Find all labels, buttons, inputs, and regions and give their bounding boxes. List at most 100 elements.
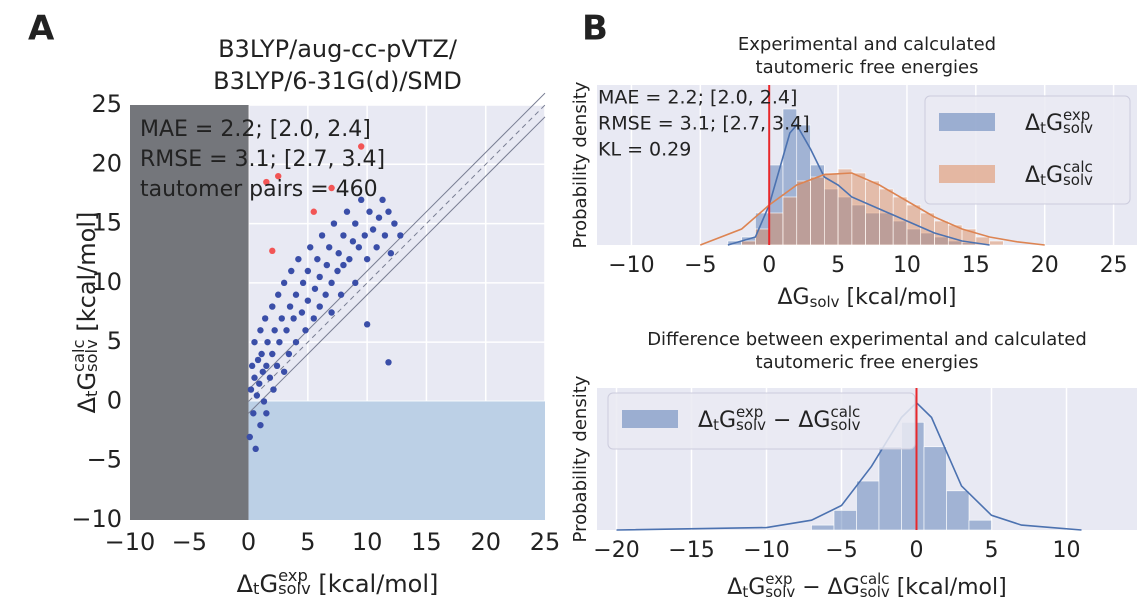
- scatter-point: [253, 392, 261, 399]
- x-tick-label: 5: [985, 538, 999, 563]
- chart-title: Difference between experimental and calc…: [647, 329, 1087, 350]
- label-part: − ΔG: [795, 575, 860, 600]
- scatter-point: [263, 178, 270, 186]
- scatter-point: [322, 291, 329, 298]
- scatter-point: [310, 208, 317, 215]
- scatter-point: [314, 255, 321, 263]
- scatter-point: [304, 297, 312, 304]
- label-part: solv: [765, 583, 795, 601]
- panel-label: A: [28, 9, 55, 49]
- label-part: G: [73, 372, 101, 391]
- scatter-point: [337, 291, 345, 298]
- kde-line: [616, 401, 1082, 531]
- scatter-point: [271, 327, 278, 334]
- scatter-point: [381, 232, 389, 239]
- shaded-region: [130, 105, 249, 520]
- histogram-bar: [741, 240, 756, 246]
- scatter-point: [379, 196, 386, 204]
- x-tick-label: −5: [172, 528, 207, 556]
- label-part: Δ: [698, 408, 713, 433]
- scatter-point: [259, 368, 266, 375]
- label-part: − ΔG: [766, 408, 831, 433]
- scatter-point: [391, 220, 398, 227]
- histogram-bar: [810, 176, 825, 246]
- label-part: Δ: [73, 396, 101, 413]
- kde-line: [727, 123, 990, 246]
- scatter-point: [323, 261, 331, 269]
- annotation: tautomer pairs = 460: [140, 177, 378, 202]
- y-tick-label: −10: [71, 505, 122, 533]
- scatter-point: [373, 244, 380, 251]
- scatter-point: [273, 362, 281, 370]
- x-tick-label: 15: [962, 253, 990, 278]
- scatter-point: [355, 244, 363, 251]
- scatter-point: [349, 238, 357, 245]
- scatter-point: [257, 421, 264, 429]
- histogram-bar: [837, 168, 853, 246]
- chart-title: tautomeric free energies: [756, 352, 979, 373]
- label-part: calc: [860, 570, 890, 588]
- scatter-point: [280, 368, 288, 375]
- label-part: Δ: [1025, 111, 1040, 136]
- legend-label: ΔtGexp solv − ΔGcalc solv: [698, 403, 861, 434]
- histogram-bar: [920, 212, 935, 246]
- y-axis-label: Probability density: [570, 375, 591, 542]
- scatter-point: [340, 261, 347, 269]
- label-part: solv: [810, 293, 840, 311]
- label-part: Δ: [237, 570, 254, 598]
- label-part: exp: [736, 403, 763, 421]
- scatter-point: [288, 267, 295, 275]
- label-part: [kcal/mol]: [73, 212, 101, 340]
- scatter-point: [369, 226, 377, 233]
- scatter-point: [358, 196, 365, 204]
- y-tick-label: −5: [87, 446, 122, 474]
- scatter-point: [251, 338, 258, 346]
- label-part: G: [719, 408, 736, 433]
- legend-swatch: [939, 113, 995, 131]
- scatter-point: [363, 321, 371, 328]
- scatter-point: [352, 220, 359, 227]
- label-part: solv: [860, 583, 890, 601]
- legend-label: ΔtGexp solv: [1025, 106, 1093, 137]
- scatter-point: [352, 279, 359, 287]
- scatter-point: [361, 232, 368, 239]
- scatter-point: [257, 327, 264, 334]
- chart-title: B3LYP/6-31G(d)/SMD: [213, 67, 462, 95]
- annotation: MAE = 2.2; [2.0, 2.4]: [598, 87, 797, 109]
- scatter-point: [275, 291, 282, 298]
- histogram-bar: [946, 490, 970, 531]
- x-tick-label: 0: [762, 253, 776, 278]
- scatter-point: [387, 250, 395, 257]
- scatter-point: [261, 315, 269, 322]
- y-tick-label: 0: [107, 386, 122, 414]
- scatter-point: [311, 285, 319, 292]
- scatter-point: [269, 303, 276, 310]
- histogram-bar: [856, 480, 880, 531]
- histogram-bar: [796, 180, 811, 246]
- x-tick-label: −10: [608, 253, 654, 278]
- label-part: Δ: [1025, 163, 1040, 188]
- panel-label: B: [582, 9, 608, 49]
- label-part: G: [748, 575, 765, 600]
- scatter-point: [307, 244, 314, 251]
- label-part: t: [253, 579, 259, 598]
- y-tick-label: 20: [91, 149, 122, 177]
- scatter-point: [256, 380, 263, 387]
- scatter-point: [254, 356, 262, 364]
- label-part: exp: [278, 566, 308, 585]
- scatter-point: [298, 309, 306, 316]
- scatter-point: [285, 350, 293, 358]
- y-tick-label: 10: [91, 268, 122, 296]
- chart-title: tautomeric free energies: [756, 57, 979, 78]
- scatter-point: [250, 410, 257, 417]
- histogram-bar: [768, 212, 784, 246]
- label-part: calc: [69, 339, 88, 371]
- scatter-point: [335, 250, 342, 257]
- scatter-point: [343, 208, 351, 215]
- y-axis-label: ΔtGcalcsolv [kcal/mol]: [69, 212, 102, 414]
- label-part: t: [82, 391, 101, 397]
- label-part: Probability density: [570, 375, 591, 542]
- label-part: G: [1046, 163, 1063, 188]
- annotation: KL = 0.29: [598, 139, 691, 161]
